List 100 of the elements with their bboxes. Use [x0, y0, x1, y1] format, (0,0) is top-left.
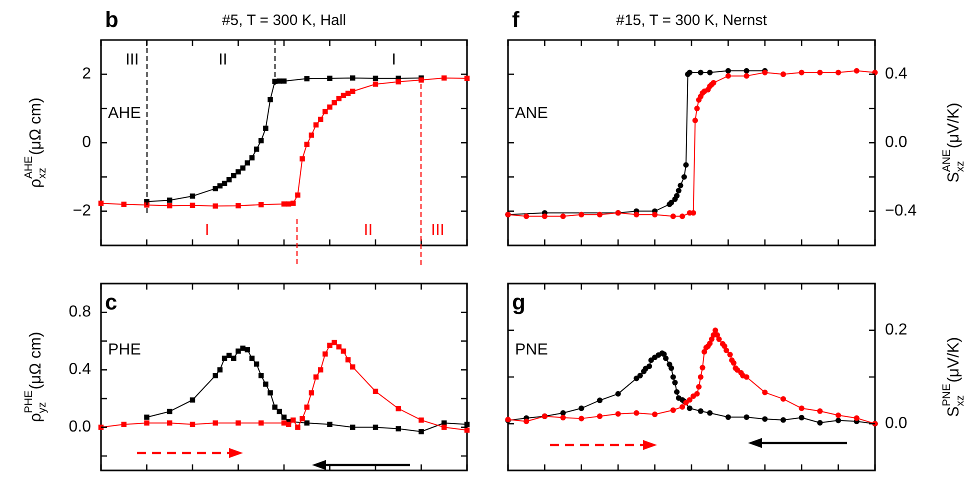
point: [167, 203, 172, 208]
point: [144, 414, 150, 420]
point: [686, 405, 692, 412]
point: [244, 160, 250, 166]
y-axis-title: SxzPNE(μV/K): [940, 337, 966, 417]
point: [442, 424, 447, 430]
point: [707, 70, 713, 76]
annotation: I: [392, 51, 396, 68]
point: [676, 188, 682, 194]
point: [681, 174, 687, 180]
y-tick-label: 2: [82, 66, 92, 83]
point: [121, 422, 126, 428]
point: [295, 192, 300, 198]
y-tick-label: 0.2: [885, 322, 908, 339]
annotation: g: [512, 290, 526, 315]
point: [836, 412, 842, 418]
point: [672, 380, 678, 386]
y-tick-label: 0.8: [68, 304, 92, 321]
point: [332, 340, 337, 346]
point: [300, 156, 305, 162]
annotation: c: [105, 290, 118, 315]
y-tick-label: 0: [82, 134, 92, 152]
text: b: [105, 7, 118, 32]
point: [464, 428, 470, 433]
point: [634, 212, 640, 218]
point: [670, 214, 676, 220]
point: [350, 424, 356, 430]
y-tick-label: 0.4: [885, 66, 908, 83]
point: [652, 412, 658, 418]
point: [217, 367, 223, 372]
chart-title: #15, T = 300 K, Nernst: [616, 12, 768, 29]
y-axis-title: ρxzAHE(μΩ cm): [22, 98, 48, 188]
y-tick-label: 0.0: [68, 418, 92, 436]
y-axis-title: ρyzPHE(μΩ cm): [22, 332, 48, 422]
point: [634, 410, 640, 416]
annotation: AHE: [108, 105, 141, 122]
point: [716, 336, 722, 342]
point: [578, 405, 584, 412]
point: [281, 414, 287, 420]
point: [350, 88, 356, 94]
point: [396, 426, 401, 432]
annotation: PNE: [515, 342, 548, 359]
point: [596, 212, 603, 218]
point: [730, 360, 737, 366]
point: [308, 390, 314, 396]
point: [780, 71, 786, 78]
point: [668, 365, 674, 371]
point: [663, 356, 669, 362]
point: [372, 388, 378, 394]
point: [226, 177, 232, 182]
point: [698, 374, 704, 380]
point: [327, 422, 332, 428]
point: [725, 68, 731, 74]
point: [372, 76, 378, 81]
point: [167, 198, 172, 203]
point: [263, 126, 268, 131]
point: [322, 108, 328, 114]
point: [332, 100, 337, 106]
point: [240, 165, 246, 171]
point: [615, 411, 621, 417]
y-tick-label: 0.0: [885, 415, 908, 432]
point: [560, 414, 566, 420]
annotation: ANE: [515, 105, 548, 122]
point: [442, 75, 447, 81]
point: [313, 122, 319, 128]
point: [308, 132, 314, 138]
annotation: I: [204, 222, 210, 239]
point: [144, 202, 150, 208]
point: [798, 414, 804, 420]
point: [304, 76, 310, 82]
point: [724, 348, 730, 354]
point: [268, 96, 273, 102]
point: [762, 390, 768, 396]
point: [258, 420, 264, 426]
point: [686, 397, 692, 403]
point: [240, 346, 246, 351]
point: [249, 356, 255, 361]
annotation: II: [364, 222, 373, 239]
point: [652, 212, 658, 218]
point: [674, 192, 680, 199]
point: [396, 406, 401, 412]
point: [696, 384, 702, 390]
point: [236, 169, 241, 174]
point: [290, 417, 296, 423]
point: [670, 374, 676, 380]
point: [281, 78, 287, 84]
point: [694, 106, 700, 112]
point: [167, 420, 172, 426]
point: [744, 374, 750, 380]
point: [249, 155, 255, 160]
point: [212, 203, 218, 209]
point: [762, 416, 768, 422]
point: [854, 415, 860, 421]
point: [276, 408, 282, 414]
point: [578, 416, 584, 422]
point: [615, 391, 621, 397]
point: [258, 372, 264, 378]
point: [725, 73, 731, 79]
point: [798, 70, 804, 76]
point: [680, 404, 686, 410]
